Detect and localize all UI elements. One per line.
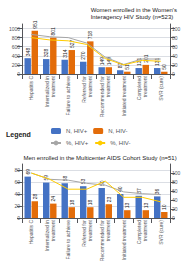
svg-text:53: 53 — [80, 178, 87, 185]
svg-text:801: 801 — [50, 27, 56, 36]
svg-text:40: 40 — [14, 191, 20, 197]
svg-text:Referred for: Referred for — [80, 76, 87, 103]
svg-text:80: 80 — [172, 35, 178, 41]
svg-text:131: 131 — [154, 57, 161, 66]
svg-text:18: 18 — [69, 199, 75, 205]
svg-text:18: 18 — [87, 199, 93, 205]
svg-text:10: 10 — [161, 204, 167, 210]
svg-text:51: 51 — [124, 64, 131, 70]
svg-text:131: 131 — [135, 57, 142, 66]
svg-text:treatment: treatment — [142, 75, 148, 97]
svg-text:treatment: treatment — [142, 219, 148, 241]
svg-text:149: 149 — [98, 56, 105, 66]
svg-text:60: 60 — [14, 179, 20, 185]
svg-text:201: 201 — [142, 54, 149, 63]
svg-text:36: 36 — [154, 189, 160, 195]
svg-text:59: 59 — [43, 175, 50, 181]
svg-text:58: 58 — [61, 175, 68, 182]
svg-text:50: 50 — [161, 64, 167, 70]
svg-text:treatment: treatment — [87, 75, 93, 97]
svg-text:60: 60 — [172, 44, 178, 50]
svg-text:Men enrolled in the Multicente: Men enrolled in the Multicenter AIDS Coh… — [23, 155, 176, 161]
svg-text:60: 60 — [172, 188, 178, 194]
svg-text:N, HIV-: N, HIV- — [108, 128, 127, 134]
svg-text:69: 69 — [25, 169, 31, 175]
svg-text:80: 80 — [14, 167, 20, 173]
svg-text:Completed: Completed — [136, 76, 143, 101]
svg-text:20: 20 — [172, 206, 178, 212]
svg-text:0: 0 — [172, 215, 175, 221]
svg-text:0: 0 — [17, 215, 20, 221]
svg-text:13: 13 — [143, 202, 149, 208]
svg-text:83: 83 — [117, 62, 124, 69]
svg-text:400: 400 — [12, 53, 21, 59]
svg-text:Legend: Legend — [6, 131, 31, 139]
svg-text:Initiated treatment: Initiated treatment — [121, 75, 127, 116]
svg-text:treatment: treatment — [105, 219, 111, 241]
svg-text:24: 24 — [50, 196, 56, 202]
svg-text:Internalized in: Internalized in — [43, 220, 50, 252]
svg-text:0: 0 — [17, 71, 20, 77]
svg-text:Initiated treatment: Initiated treatment — [121, 219, 127, 260]
svg-text:SVR (cure): SVR (cure) — [158, 76, 164, 101]
svg-text:treatment: treatment — [105, 75, 111, 97]
svg-text:600: 600 — [12, 44, 21, 50]
svg-text:951: 951 — [32, 20, 38, 29]
svg-text:23: 23 — [106, 196, 112, 202]
svg-text:Internalized in: Internalized in — [43, 76, 50, 108]
svg-text:Recommended for: Recommended for — [99, 76, 106, 118]
svg-text:20: 20 — [14, 203, 20, 209]
svg-text:Completed: Completed — [136, 220, 143, 245]
svg-text:40: 40 — [172, 197, 178, 203]
svg-text:20: 20 — [172, 62, 178, 68]
svg-text:527: 527 — [68, 39, 75, 48]
svg-text:0: 0 — [172, 71, 175, 77]
svg-text:Women enrolled in the Women's: Women enrolled in the Women's — [91, 7, 177, 13]
svg-text:Referred for: Referred for — [80, 220, 87, 247]
svg-text:treatment: treatment — [87, 219, 93, 241]
svg-text:Interagency HIV Study (n=523): Interagency HIV Study (n=523) — [91, 14, 174, 20]
svg-text:718: 718 — [87, 31, 93, 40]
svg-text:13: 13 — [124, 202, 130, 208]
svg-text:1000: 1000 — [9, 26, 20, 32]
svg-text:270: 270 — [80, 51, 86, 60]
svg-text:100: 100 — [172, 170, 181, 176]
svg-text:SVR (cure): SVR (cure) — [158, 220, 164, 245]
svg-text:%, HIV-: %, HIV- — [110, 140, 130, 146]
svg-text:800: 800 — [12, 35, 21, 41]
svg-text:328: 328 — [43, 49, 49, 58]
svg-text:Failure to achieve: Failure to achieve — [65, 76, 71, 116]
svg-text:149: 149 — [105, 56, 112, 66]
svg-text:%, HIV+: %, HIV+ — [66, 140, 89, 146]
svg-text:200: 200 — [12, 62, 21, 68]
svg-text:314: 314 — [62, 49, 68, 58]
svg-text:treatment: treatment — [50, 219, 56, 241]
svg-text:Failure to achieve: Failure to achieve — [65, 220, 71, 260]
svg-text:40: 40 — [117, 186, 124, 192]
svg-text:Hepatitis C: Hepatitis C — [28, 76, 34, 101]
svg-text:100: 100 — [172, 26, 181, 32]
svg-text:Recommended for: Recommended for — [99, 220, 106, 262]
svg-text:37: 37 — [135, 188, 142, 194]
svg-text:40: 40 — [172, 53, 178, 59]
svg-text:Hepatitis C: Hepatitis C — [28, 220, 34, 245]
svg-text:N, HIV+: N, HIV+ — [66, 128, 88, 134]
svg-text:treatment: treatment — [50, 75, 56, 97]
svg-text:348: 348 — [25, 48, 31, 57]
svg-text:80: 80 — [172, 179, 178, 185]
svg-text:28: 28 — [32, 193, 38, 199]
